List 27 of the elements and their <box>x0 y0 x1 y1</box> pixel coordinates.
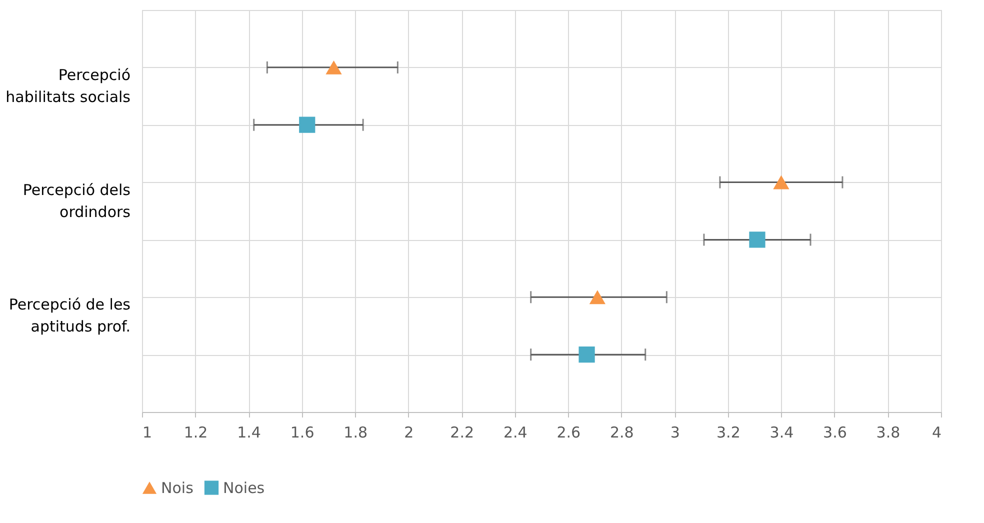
y-tick-label: Percepció dels ordindors <box>22 180 131 221</box>
point <box>773 175 790 190</box>
x-tick-label: 3.6 <box>823 424 847 442</box>
point <box>589 290 606 304</box>
legend-label: Nois <box>161 478 194 497</box>
x-tick-label: 2.2 <box>450 424 474 442</box>
x-tick-label: 3.4 <box>770 424 794 442</box>
x-tick-label: 1.8 <box>344 424 368 442</box>
x-tick-label: 1.4 <box>237 424 261 442</box>
x-tick-label: 2.8 <box>610 424 634 442</box>
x-tick-label: 4 <box>932 424 942 442</box>
x-tick-label: 1.6 <box>290 424 314 442</box>
legend-label: Noies <box>223 478 265 497</box>
y-tick-label: Percepció habilitats socials <box>6 66 131 106</box>
x-tick-label: 1 <box>142 424 152 442</box>
x-tick-label: 2 <box>404 424 414 442</box>
x-tick-label: 1.2 <box>184 424 208 442</box>
x-tick-label: 3.2 <box>716 424 740 442</box>
point <box>299 116 316 133</box>
point <box>749 232 766 248</box>
x-tick-label: 2.6 <box>556 424 581 442</box>
point <box>578 346 595 363</box>
x-tick-label: 3 <box>670 424 680 442</box>
x-tick-label: 2.4 <box>503 424 528 442</box>
point <box>326 60 342 74</box>
x-tick-label: 3.8 <box>876 424 900 442</box>
y-tick-label: Percepció de les aptituds prof. <box>8 296 131 336</box>
